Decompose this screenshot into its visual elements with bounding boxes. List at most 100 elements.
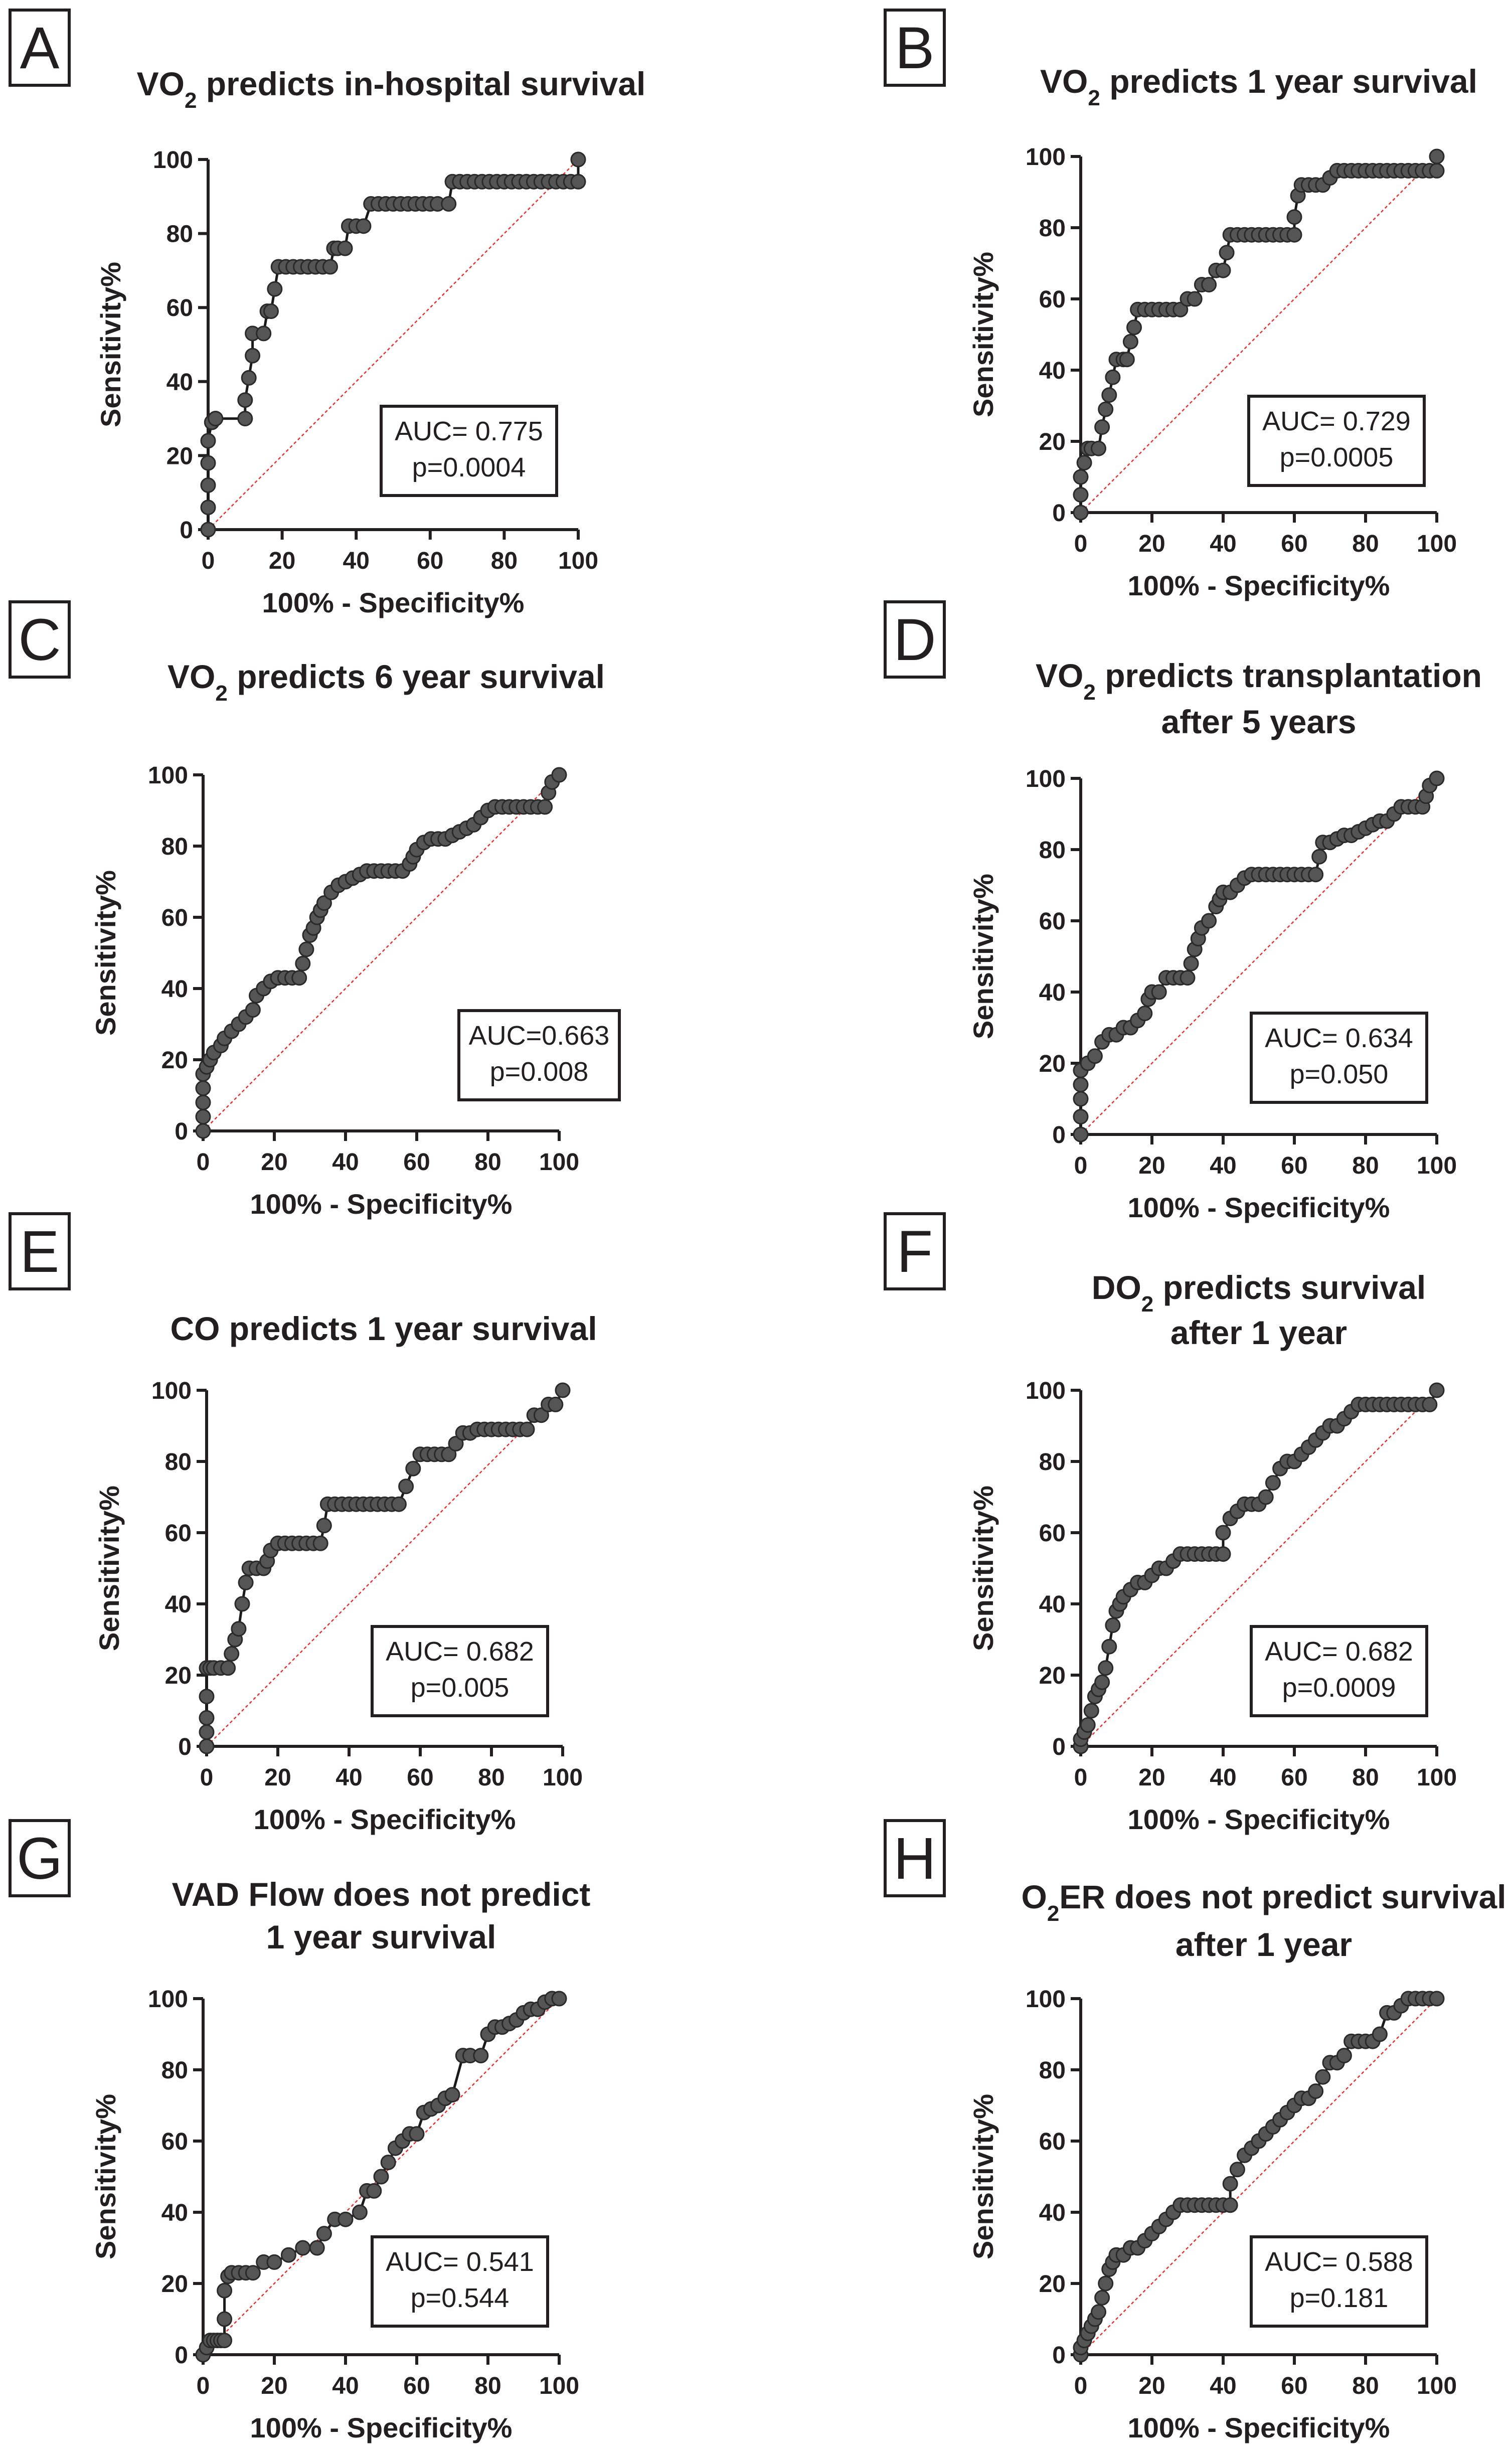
y-tick-label: 0 (1052, 1734, 1066, 1760)
y-tick-label: 80 (1039, 837, 1066, 864)
roc-point (1315, 2069, 1331, 2085)
panel-letter: D (893, 607, 936, 673)
roc-point (1336, 2048, 1352, 2064)
roc-point (316, 2226, 332, 2242)
roc-point (245, 1002, 261, 1018)
y-tick-label: 20 (166, 443, 193, 469)
chart-title: O2ER does not predict survival (1021, 1878, 1506, 1926)
panel-letter-box (884, 600, 946, 679)
roc-point (1073, 1091, 1089, 1107)
x-tick-label: 60 (1281, 1153, 1307, 1179)
y-tick-label: 0 (175, 2342, 188, 2369)
y-tick-label: 0 (1052, 500, 1066, 527)
roc-point (1105, 369, 1121, 385)
panel-a: A VO2 predicts in-hospital survival 0 20 40 6… (9, 9, 646, 618)
y-tick-label: 80 (165, 1449, 192, 1476)
y-tick-label: 20 (1039, 429, 1066, 455)
x-tick-label: 100 (1417, 531, 1457, 557)
roc-point (322, 259, 339, 275)
reference-line (206, 1390, 563, 1747)
reference-line (1080, 1390, 1437, 1747)
p-value: p=0.0009 (1282, 1673, 1396, 1703)
roc-point (533, 1407, 549, 1423)
roc-point (519, 1421, 535, 1437)
chart-title: DO2 predicts survival (1092, 1269, 1426, 1317)
x-tick-label: 40 (1210, 1153, 1236, 1179)
roc-point (298, 941, 314, 957)
roc-point (444, 2087, 460, 2103)
x-tick-label: 100 (1417, 2373, 1457, 2399)
roc-point (1311, 849, 1327, 865)
y-tick-label: 100 (148, 1986, 188, 2013)
roc-point (200, 477, 216, 493)
chart-title: after 1 year (1170, 1314, 1347, 1351)
x-tick-label: 100 (539, 1149, 579, 1176)
roc-point (217, 2282, 233, 2299)
auc-value: AUC= 0.634 (1265, 1023, 1413, 1053)
panel-letter: G (17, 1826, 63, 1892)
auc-box (371, 2235, 549, 2328)
y-tick-label: 40 (1039, 2200, 1066, 2226)
roc-point (195, 1109, 211, 1125)
roc-point (312, 1535, 328, 1551)
chart-title: VO2 predicts in-hospital survival (137, 65, 646, 113)
roc-point (570, 174, 586, 190)
y-axis-label: Sensitivity% (967, 874, 999, 1039)
roc-point (1073, 487, 1089, 503)
y-tick-label: 20 (161, 2271, 188, 2298)
x-tick-label: 60 (403, 2373, 430, 2399)
panel-letter: H (893, 1826, 936, 1892)
chart-title: VAD Flow does not predict (172, 1876, 591, 1913)
roc-point (1222, 2176, 1238, 2192)
roc-point (551, 1991, 567, 2007)
auc-box (1250, 1012, 1428, 1104)
roc-point (555, 1382, 571, 1398)
roc-point (1222, 2197, 1238, 2213)
x-tick-label: 60 (417, 548, 443, 574)
x-tick-label: 20 (1138, 531, 1165, 557)
y-tick-label: 60 (1039, 2129, 1066, 2155)
x-tick-label: 0 (1074, 2373, 1088, 2399)
roc-point (280, 2247, 296, 2263)
roc-point (195, 1123, 211, 1139)
x-tick-label: 0 (1074, 1153, 1088, 1179)
x-tick-label: 0 (202, 548, 215, 574)
roc-point (1119, 352, 1135, 368)
y-tick-label: 60 (161, 905, 188, 931)
roc-point (398, 1479, 414, 1495)
x-tick-label: 80 (1352, 1153, 1379, 1179)
roc-point (1183, 955, 1199, 971)
x-tick-label: 40 (343, 548, 370, 574)
y-tick-label: 40 (1039, 979, 1066, 1006)
x-tick-label: 40 (1210, 531, 1236, 557)
roc-point (1080, 1717, 1096, 1733)
roc-point (356, 218, 372, 234)
p-value: p=0.0004 (412, 452, 526, 482)
roc-point (1091, 440, 1106, 456)
chart-title: 1 year survival (266, 1918, 496, 1955)
x-tick-label: 20 (1138, 1764, 1165, 1791)
roc-point (267, 281, 283, 297)
x-axis-label: 100% - Specificity% (262, 587, 525, 618)
roc-point (217, 2333, 233, 2349)
y-tick-label: 80 (1039, 2057, 1066, 2084)
panel-letter-box (884, 1819, 946, 1897)
y-tick-label: 40 (1039, 1591, 1066, 1618)
roc-point (380, 2155, 396, 2171)
chart-title: VO2 predicts transplantation (1036, 657, 1482, 705)
roc-point (234, 1596, 250, 1612)
p-value: p=0.181 (1290, 2283, 1389, 2313)
roc-point (1137, 1006, 1153, 1022)
roc-point (352, 2204, 368, 2220)
roc-point (241, 370, 257, 386)
y-tick-label: 60 (1039, 908, 1066, 935)
x-tick-label: 80 (1352, 531, 1379, 557)
y-tick-label: 20 (165, 1663, 192, 1689)
roc-point (1429, 162, 1445, 179)
roc-point (441, 1446, 457, 1462)
reference-line (208, 159, 579, 530)
x-tick-label: 20 (261, 2373, 287, 2399)
roc-point (1076, 455, 1092, 471)
